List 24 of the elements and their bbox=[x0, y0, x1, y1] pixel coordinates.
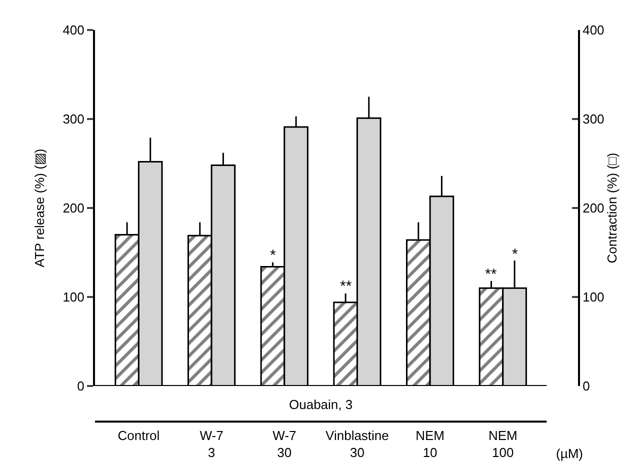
y-tick-label: 300 bbox=[62, 112, 84, 127]
annotation: * bbox=[512, 246, 518, 263]
y-tick-label: 200 bbox=[62, 200, 84, 216]
x-tick-label: Vinblastine 30 bbox=[326, 428, 389, 460]
x-tick-label: NEM 10 bbox=[416, 428, 445, 460]
y2-tick-label: 300 bbox=[582, 112, 604, 127]
annotation: ** bbox=[485, 266, 497, 283]
y2-tick-label: 100 bbox=[582, 290, 604, 305]
y-tick-label: 100 bbox=[62, 290, 84, 305]
y-tick-label: 0 bbox=[77, 378, 84, 394]
x-tick-label: Control bbox=[118, 428, 160, 443]
y2-axis-title: Contraction (%) (□) bbox=[604, 152, 620, 264]
annotation: * bbox=[270, 247, 276, 264]
y2-tick-label: 400 bbox=[582, 22, 604, 38]
x-tick-label: NEM 100 bbox=[488, 428, 518, 460]
y-axis-title: ATP release (%) (▨) bbox=[32, 148, 48, 268]
x-tick-label: W-7 3 bbox=[200, 428, 224, 460]
y2-tick-label: 200 bbox=[582, 200, 604, 216]
text: (µM) bbox=[556, 446, 583, 461]
y2-tick-label: 0 bbox=[582, 378, 590, 394]
text: Ouabain, 3 bbox=[289, 397, 353, 412]
y-tick-label: 400 bbox=[62, 22, 84, 38]
annotation: ** bbox=[340, 278, 352, 295]
x-tick-label: W-7 30 bbox=[272, 428, 296, 460]
